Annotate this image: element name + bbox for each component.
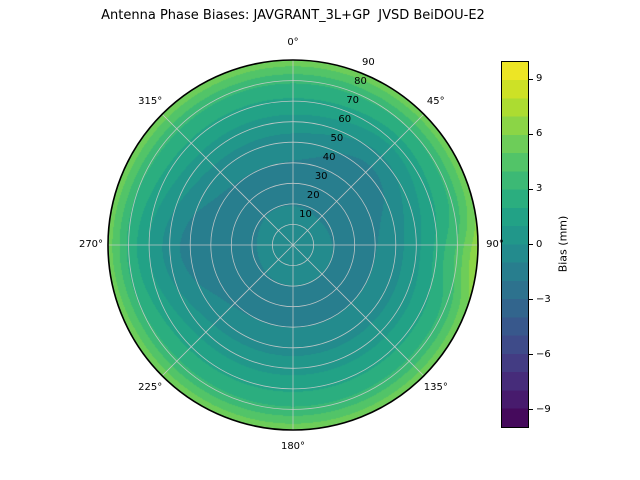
colorbar-tick [529,299,533,301]
colorbar-tick-label: 6 [536,128,543,140]
colorbar-tick-label: −6 [536,348,551,360]
colorbar-tick-label: −3 [536,293,551,305]
colorbar-tick [529,133,533,135]
colorbar-tick [529,244,533,245]
colorbar-tick-label: 9 [536,73,543,85]
chart-title: Antenna Phase Biases: JAVGRANT_3L+GP JVS… [101,8,485,23]
colorbar-tick-label: −9 [536,403,551,415]
colorbar [501,61,529,428]
angular-tick-label: 0° [287,37,299,48]
angular-tick-label: 180° [280,441,306,452]
colorbar-tick [529,78,533,80]
colorbar-tick [529,188,533,190]
colorbar-label: Bias (mm) [556,215,570,273]
angular-tick-label: 270° [78,239,104,250]
colorbar-tick [529,354,533,356]
colorbar-tick-label: 3 [536,183,543,195]
polar-heatmap [106,58,480,432]
colorbar-tick-label: 0 [536,238,543,250]
colorbar-tick [529,409,533,411]
